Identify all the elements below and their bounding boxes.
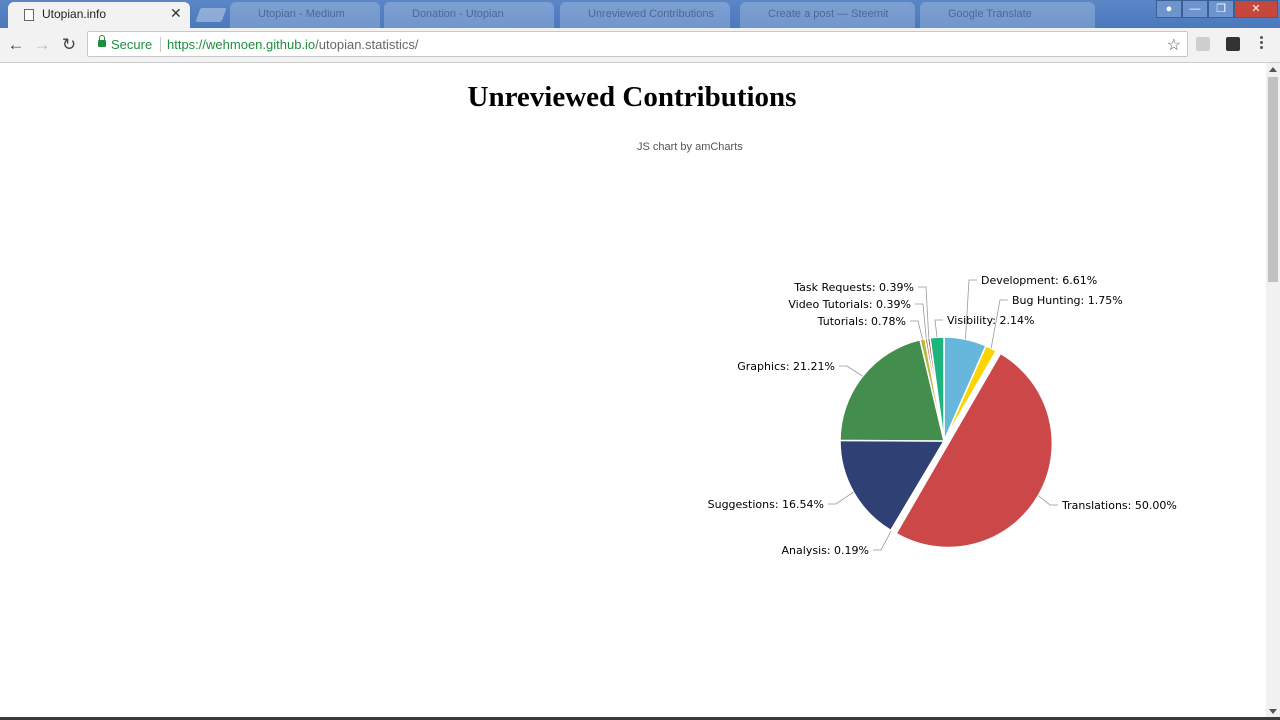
- address-bar[interactable]: Secure https://wehmoen.github.io/utopian…: [87, 31, 1188, 57]
- tab-title: Google Translate: [948, 8, 1032, 20]
- lock-icon: [98, 35, 106, 47]
- divider: [160, 37, 161, 52]
- slice-label: Analysis: 0.19%: [782, 544, 869, 557]
- tab-title: Utopian - Medium: [258, 8, 345, 20]
- extension-icon[interactable]: [1226, 37, 1240, 51]
- slice-label: Bug Hunting: 1.75%: [1012, 294, 1123, 307]
- url-path: /utopian.statistics/: [315, 37, 419, 52]
- tab-title: Utopian.info: [42, 7, 107, 21]
- browser-toolbar: ← → ↻ Secure https://wehmoen.github.io/u…: [0, 28, 1280, 63]
- page-content: Unreviewed Contributions JS chart by amC…: [0, 63, 1266, 718]
- slice-label: Suggestions: 16.54%: [708, 498, 824, 511]
- minimize-button[interactable]: —: [1182, 0, 1208, 18]
- maximize-button[interactable]: ❐: [1208, 0, 1234, 18]
- reload-icon[interactable]: ↻: [61, 35, 77, 54]
- tab-title: Donation - Utopian: [412, 8, 504, 20]
- label-connector: [990, 299, 1008, 349]
- url-text[interactable]: https://wehmoen.github.io/utopian.statis…: [167, 37, 419, 52]
- new-tab-button[interactable]: [195, 8, 227, 22]
- slice-label: Development: 6.61%: [981, 274, 1097, 287]
- tab-background[interactable]: Unreviewed Contributions: [560, 2, 730, 28]
- tab-background[interactable]: Donation - Utopian: [384, 2, 554, 28]
- tab-background[interactable]: Utopian - Medium: [230, 2, 380, 28]
- tab-close-icon[interactable]: ✕: [170, 5, 182, 21]
- pie-slice-graphics[interactable]: [839, 338, 945, 442]
- page-title: Unreviewed Contributions: [467, 81, 797, 113]
- forward-arrow-icon[interactable]: →: [33, 35, 51, 54]
- pie-slice-bug-hunting[interactable]: [943, 344, 998, 442]
- tab-title: Unreviewed Contributions: [588, 8, 714, 20]
- pie-slice-visibility[interactable]: [929, 336, 945, 442]
- page-icon: [24, 9, 34, 21]
- slice-label: Tutorials: 0.78%: [817, 315, 906, 328]
- label-connector: [910, 320, 923, 340]
- label-connector: [1038, 495, 1058, 506]
- tab-utopian-info[interactable]: Utopian.info ✕: [8, 2, 190, 28]
- vertical-scrollbar[interactable]: [1266, 63, 1280, 718]
- menu-icon[interactable]: [1260, 36, 1264, 51]
- extension-icon[interactable]: [1196, 37, 1210, 51]
- slice-label: Visibility: 2.14%: [947, 314, 1034, 327]
- url-host: wehmoen.github.io: [206, 37, 316, 52]
- secure-label: Secure: [111, 37, 153, 52]
- window-title-bar: Utopian.info ✕ Utopian - Medium Donation…: [0, 0, 1280, 28]
- tab-background[interactable]: Google Translate: [920, 2, 1095, 28]
- bookmark-star-icon[interactable]: ☆: [1166, 37, 1181, 54]
- slice-label: Task Requests: 0.39%: [793, 281, 914, 294]
- pie-chart: Development: 6.61% Bug Hunting: 1.75% Tran…: [708, 274, 1177, 557]
- label-connector: [965, 279, 977, 340]
- tab-title: Create a post — Steemit: [768, 8, 889, 20]
- label-connector: [934, 319, 943, 338]
- slice-label: Graphics: 21.21%: [737, 360, 835, 373]
- tab-background[interactable]: Create a post — Steemit: [740, 2, 915, 28]
- label-connector: [828, 491, 854, 505]
- label-connector: [839, 365, 863, 377]
- label-connector: [873, 530, 892, 551]
- scroll-down-arrow-icon[interactable]: [1269, 709, 1277, 714]
- label-connector: [915, 303, 927, 339]
- pie-slice-translations[interactable]: [895, 352, 1054, 549]
- chart-credit-link[interactable]: JS chart by amCharts: [637, 141, 743, 153]
- back-arrow-icon[interactable]: ←: [7, 35, 25, 54]
- pie-slice-suggestions[interactable]: [839, 439, 946, 532]
- profile-icon[interactable]: ●: [1156, 0, 1182, 18]
- url-scheme: https://: [167, 37, 207, 52]
- scroll-up-arrow-icon[interactable]: [1269, 67, 1277, 72]
- window-bottom-edge: [0, 717, 1280, 720]
- slice-label: Video Tutorials: 0.39%: [788, 298, 911, 311]
- scrollbar-thumb[interactable]: [1268, 77, 1278, 282]
- label-connector: [918, 286, 930, 339]
- slice-label: Translations: 50.00%: [1061, 499, 1177, 512]
- close-window-button[interactable]: ✕: [1234, 0, 1278, 18]
